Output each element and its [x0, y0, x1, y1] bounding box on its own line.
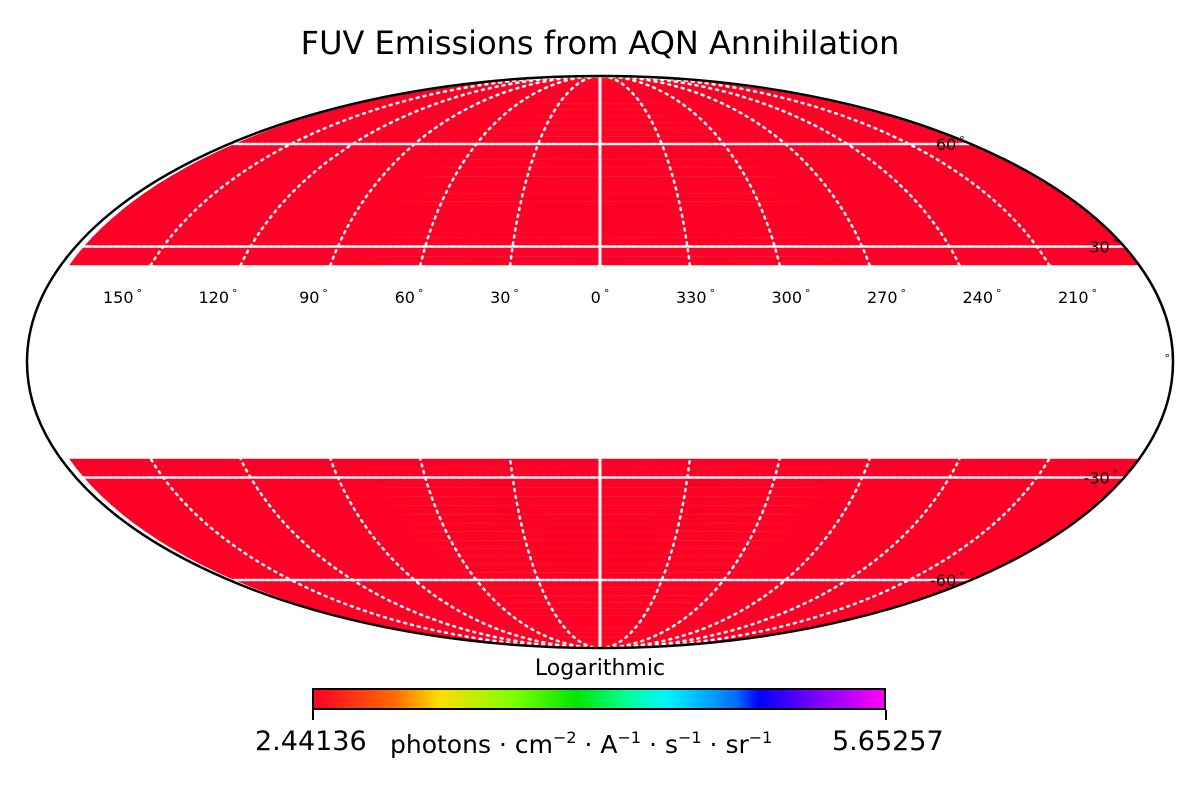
heat-cell [201, 564, 1005, 573]
heat-cell [83, 236, 1126, 247]
heat-cell [121, 200, 1087, 211]
heat-cell [314, 608, 891, 616]
heat-cell [110, 504, 1098, 515]
heat-cell [132, 522, 1076, 532]
heat-cell [144, 530, 1064, 541]
heat-cell [144, 183, 1064, 194]
heat-cell [101, 495, 1108, 506]
heat-cell [101, 218, 1108, 229]
heat-cell [132, 192, 1076, 202]
heat-cell [121, 513, 1087, 524]
heat-cell [170, 547, 1037, 557]
heat-cell [387, 626, 816, 633]
heat-cell [186, 556, 1021, 565]
heat-cell [337, 614, 868, 622]
heat-cell [170, 167, 1037, 177]
heat-cell [272, 594, 934, 603]
heat-cell [292, 601, 913, 609]
heat-cell [83, 477, 1126, 488]
heat-cell [157, 175, 1051, 185]
chart-title: FUV Emissions from AQN Annihilation [300, 24, 900, 62]
heat-cell [157, 539, 1051, 549]
heat-cell [69, 255, 1141, 266]
heat-cell [92, 227, 1117, 238]
heat-cell [186, 159, 1021, 168]
heat-cell [69, 458, 1141, 469]
heat-cell [75, 246, 1133, 257]
heat-cell [110, 209, 1098, 220]
heat-cell [361, 620, 843, 628]
heat-cell [201, 151, 1005, 160]
heat-cell [253, 587, 953, 596]
heat-cell [92, 486, 1117, 497]
heat-cell [75, 467, 1133, 478]
